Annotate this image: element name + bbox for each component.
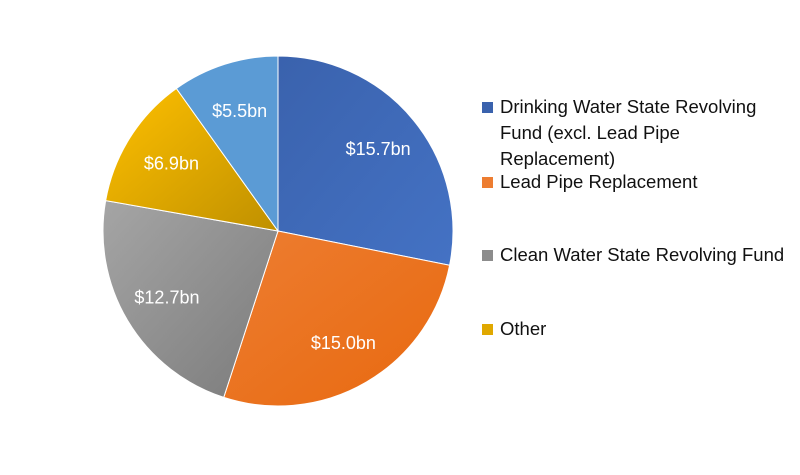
legend-swatch xyxy=(482,250,493,261)
pie-slice xyxy=(105,87,280,232)
pie-slice xyxy=(277,55,454,266)
legend-label: Lead Pipe Replacement xyxy=(500,171,698,192)
pie-slice xyxy=(175,55,279,233)
legend-item-drinking-water: Drinking Water State Revolving Fund (exc… xyxy=(482,94,792,172)
data-label: $15.7bn xyxy=(346,139,411,159)
legend-label: Drinking Water State Revolving Fund (exc… xyxy=(500,96,757,169)
legend-item-other: Other xyxy=(482,316,546,342)
legend-label: Other xyxy=(500,318,547,339)
legend-swatch xyxy=(482,177,493,188)
data-label: $6.9bn xyxy=(144,154,199,174)
data-label: $15.0bn xyxy=(311,333,376,353)
legend-item-clean-water: Clean Water State Revolving Fund xyxy=(482,242,784,268)
legend-swatch xyxy=(482,102,493,113)
data-label: $12.7bn xyxy=(134,288,199,308)
pie-slice xyxy=(223,230,451,407)
data-label: $5.5bn xyxy=(212,101,267,121)
legend-label: Clean Water State Revolving Fund xyxy=(500,244,785,265)
pie-slice xyxy=(102,200,279,399)
legend-item-lead-pipe: Lead Pipe Replacement xyxy=(482,169,697,195)
legend-swatch xyxy=(482,324,493,335)
